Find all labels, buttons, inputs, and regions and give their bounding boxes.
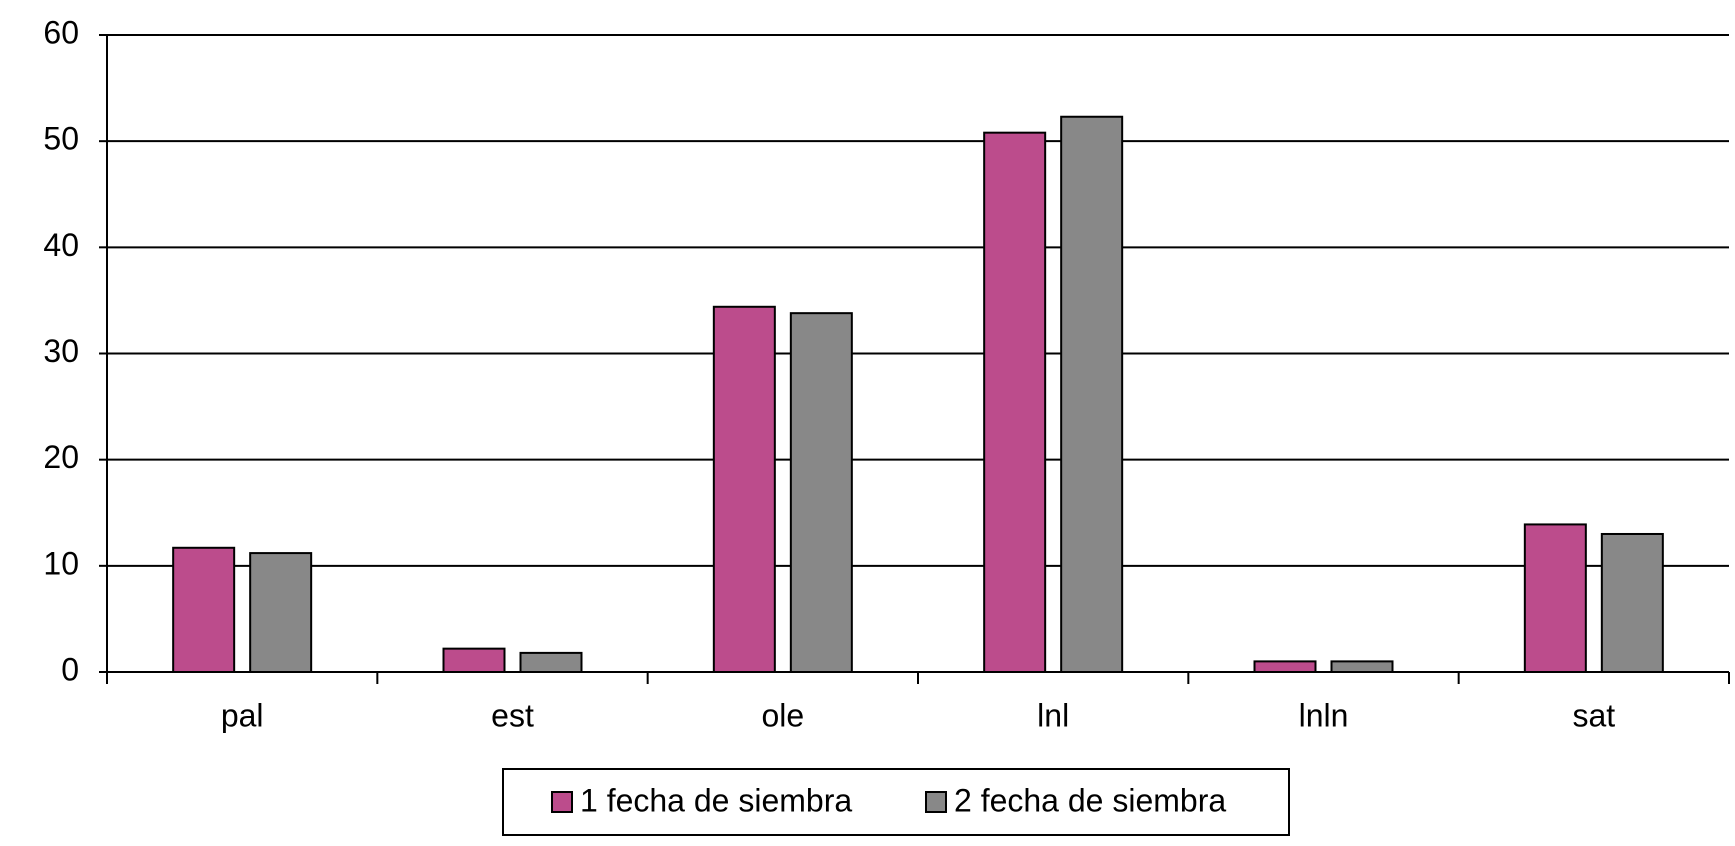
bar [1600, 532, 1664, 673]
x-tick-label: lnl [1037, 697, 1069, 733]
bar [789, 312, 853, 673]
y-tick-label: 40 [43, 227, 79, 263]
x-tick-label: ole [761, 697, 804, 733]
y-tick-label: 10 [43, 545, 79, 581]
bar [712, 305, 776, 673]
y-tick-label: 30 [43, 333, 79, 369]
bar [983, 131, 1047, 673]
legend-swatch [925, 791, 947, 813]
bar [249, 552, 313, 673]
y-tick-label: 20 [43, 439, 79, 475]
bar [172, 546, 236, 673]
legend-box [502, 768, 1290, 836]
legend-label: 2 fecha de siembra [954, 782, 1226, 818]
y-tick-label: 50 [43, 121, 79, 157]
bar [1523, 523, 1587, 674]
x-tick-label: pal [221, 697, 264, 733]
bar [1330, 660, 1394, 674]
bar [442, 647, 506, 673]
x-tick-label: sat [1572, 697, 1615, 733]
bar [1060, 115, 1124, 673]
y-tick-label: 60 [43, 14, 79, 50]
legend-label: 1 fecha de siembra [580, 782, 852, 818]
bar [519, 651, 583, 674]
x-tick-label: lnln [1299, 697, 1349, 733]
y-tick-label: 0 [61, 651, 79, 687]
bar [1253, 660, 1317, 674]
x-tick-label: est [491, 697, 534, 733]
legend-swatch [551, 791, 573, 813]
